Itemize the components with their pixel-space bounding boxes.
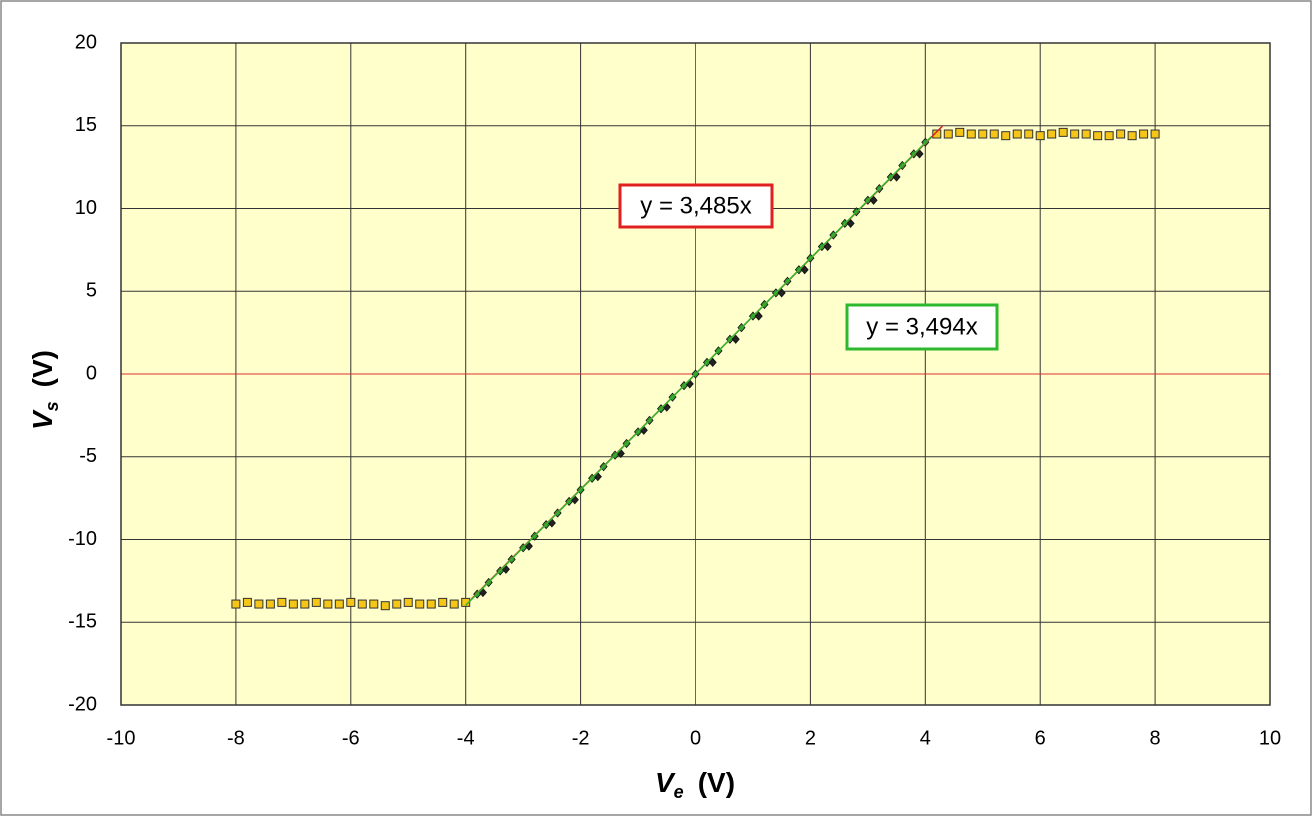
x-tick-label: 2 (805, 727, 816, 749)
point (288, 599, 298, 609)
point (754, 311, 763, 321)
point (708, 357, 717, 368)
annotation-box (618, 183, 774, 229)
point (1070, 129, 1080, 139)
point (357, 599, 367, 609)
point (1093, 131, 1103, 141)
x-tick-label: -2 (572, 727, 590, 749)
point (242, 597, 252, 607)
annotation-text: y = 3,494x (866, 313, 977, 340)
point (323, 599, 333, 609)
annotation: y = 3,485x (618, 183, 774, 229)
point (311, 597, 321, 607)
point (1001, 131, 1011, 141)
point (461, 597, 471, 607)
point (846, 218, 855, 229)
point (1139, 129, 1149, 139)
annotation-box (845, 303, 999, 351)
y-label-symbol: V (27, 409, 58, 430)
point (369, 599, 379, 609)
y-tick-label: -5 (79, 445, 97, 467)
point (978, 129, 988, 139)
x-label-subscript: e (674, 782, 684, 802)
x-tick-label: 0 (690, 727, 701, 749)
y-tick-label: -10 (68, 528, 97, 550)
point (403, 597, 413, 607)
x-tick-label: -10 (107, 727, 136, 749)
point (300, 599, 310, 609)
x-tick-label: 4 (920, 727, 931, 749)
point (254, 599, 264, 609)
point (892, 172, 901, 182)
point (1116, 129, 1126, 139)
y-axis-label: Vs (V) (27, 350, 62, 430)
y-tick-label: -15 (68, 611, 97, 633)
point (1047, 129, 1057, 139)
x-axis-label: Ve (V) (655, 767, 735, 802)
y-tick-label: 20 (75, 31, 97, 53)
point (231, 599, 241, 609)
y-tick-label: -20 (68, 693, 97, 715)
point (426, 599, 436, 609)
point (869, 195, 878, 205)
x-label-symbol: V (655, 767, 676, 798)
point (943, 129, 953, 139)
y-label-unit: (V) (27, 350, 58, 387)
point (932, 129, 942, 139)
y-tick-label: 10 (75, 197, 97, 219)
x-tick-label: -4 (457, 727, 475, 749)
point (1081, 129, 1091, 139)
trendline (465, 136, 932, 606)
point (731, 334, 740, 344)
point (415, 599, 425, 609)
point (955, 127, 965, 137)
point (1058, 127, 1068, 137)
point (265, 599, 275, 609)
point (380, 601, 390, 611)
point (392, 599, 402, 609)
point (277, 597, 287, 607)
y-tick-label: 5 (86, 280, 97, 302)
point (334, 599, 344, 609)
point (1127, 131, 1137, 141)
point (438, 597, 448, 607)
point (1104, 131, 1114, 141)
x-label-unit: (V) (698, 767, 735, 798)
y-tick-label: 0 (86, 362, 97, 384)
point (915, 149, 924, 159)
x-tick-label: -8 (227, 727, 245, 749)
point (1035, 131, 1045, 141)
y-tick-label: 15 (75, 114, 97, 136)
x-tick-label: 10 (1259, 727, 1281, 749)
x-tick-label: 6 (1035, 727, 1046, 749)
point (1150, 129, 1160, 139)
point (823, 241, 832, 252)
point (1012, 129, 1022, 139)
point (989, 129, 999, 139)
annotation: y = 3,494x (845, 303, 999, 351)
point (966, 129, 976, 139)
x-tick-label: 8 (1150, 727, 1161, 749)
point (449, 599, 459, 609)
y-label-subscript: s (42, 401, 62, 411)
annotation-text: y = 3,485x (640, 192, 751, 219)
x-tick-label: -6 (342, 727, 360, 749)
point (346, 597, 356, 607)
plot-border (120, 42, 1271, 706)
point (1024, 129, 1034, 139)
point (800, 265, 809, 275)
point (777, 288, 786, 298)
